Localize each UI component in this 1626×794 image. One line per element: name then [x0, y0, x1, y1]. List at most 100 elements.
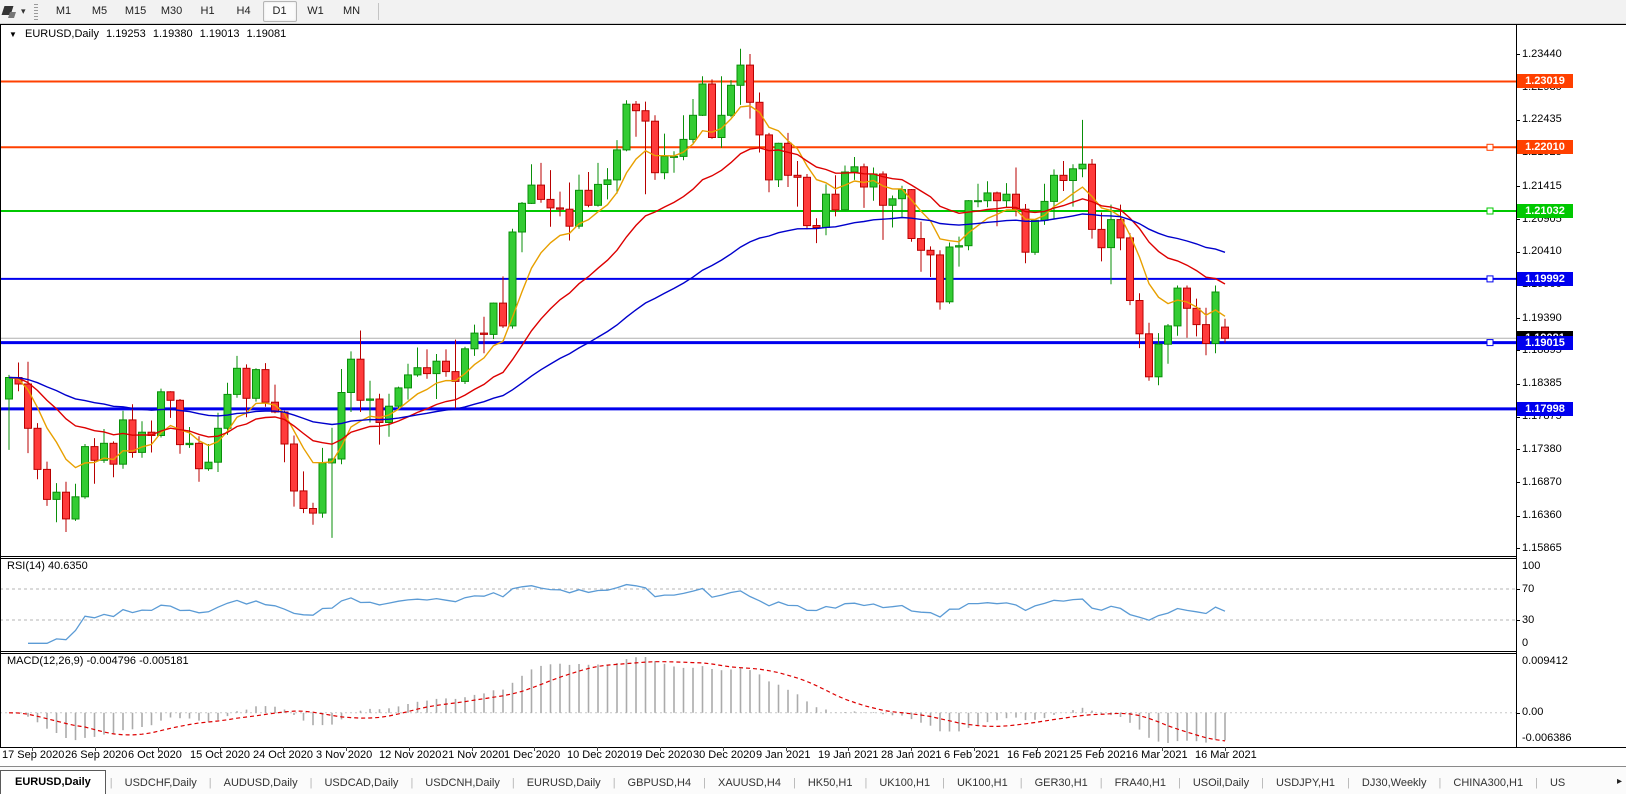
timeframe-button-d1[interactable]: D1 [262, 1, 297, 22]
price-tick-label: 1.22435 [1522, 113, 1562, 125]
level-drag-handle[interactable] [1486, 207, 1494, 215]
candle-body [793, 174, 802, 178]
price-tick [1516, 54, 1520, 55]
candle-body [5, 377, 13, 400]
chart-tab-xauusd-h4[interactable]: XAUUSD,H4 [717, 777, 781, 789]
candle-body [584, 189, 593, 206]
candle-body [1211, 291, 1220, 344]
candle-body [185, 442, 194, 446]
chart-tabs-bar: EURUSD,Daily | USDCHF,Daily | AUDUSD,Daily | U… [0, 766, 1626, 794]
date-label: 19 Jan 2021 [818, 749, 879, 761]
date-label: 3 Nov 2020 [316, 749, 373, 761]
candle-body [1173, 287, 1182, 327]
chart-tab-uk100-h1[interactable]: UK100,H1 [956, 777, 1008, 789]
chart-bottom-border [0, 747, 1626, 748]
candle-body [119, 419, 127, 465]
tab-separator: | [309, 777, 313, 789]
moving-average-55 [8, 213, 1226, 426]
candle-body [974, 200, 982, 203]
candle-body [860, 166, 868, 188]
timeframe-button-m30[interactable]: M30 [160, 5, 183, 17]
tab-separator: | [612, 777, 616, 789]
candle-body [157, 391, 165, 436]
timeframe-button-h1[interactable]: H1 [200, 5, 215, 17]
chart-top-border [0, 24, 1626, 25]
candle-body [195, 442, 203, 470]
chart-tab-fra40-h1[interactable]: FRA40,H1 [1114, 777, 1166, 789]
timeframe-button-m15[interactable]: M15 [124, 5, 147, 17]
chart-tab-hk50-h1[interactable]: HK50,H1 [807, 777, 853, 789]
timeframe-button-w1[interactable]: W1 [307, 5, 324, 17]
macd-axis-top: 0.009412 [1522, 655, 1568, 667]
chart-tab-gbpusd-h4[interactable]: GBPUSD,H4 [627, 777, 692, 789]
candle-body [1002, 193, 1011, 202]
candle-body [1164, 325, 1172, 345]
price-tick-label: 1.23440 [1522, 48, 1562, 60]
chart-tab-audusd-daily[interactable]: AUDUSD,Daily [223, 777, 298, 789]
candle-body [214, 427, 222, 463]
high-value: 1.19380 [152, 28, 193, 40]
timeframe-button-m1[interactable]: M1 [55, 5, 72, 17]
candle-body [90, 446, 99, 461]
rsi-label: RSI(14) 40.6350 [7, 560, 88, 572]
date-tick [1162, 747, 1163, 751]
macd-indicator-pane[interactable] [0, 653, 1516, 747]
tab-scroll-right-icon[interactable]: ▸ [1616, 776, 1622, 787]
timeframe-button-h4[interactable]: H4 [236, 5, 251, 17]
date-label: 1 Dec 2020 [504, 749, 561, 761]
chart-tab-usdjpy-h1[interactable]: USDJPY,H1 [1275, 777, 1336, 789]
rsi-pane-top-border [0, 558, 1516, 559]
chart-tab-usdcad-daily[interactable]: USDCAD,Daily [324, 777, 399, 789]
date-tick [597, 747, 598, 751]
candle-body [926, 249, 935, 256]
date-label: 6 Feb 2021 [944, 749, 1000, 761]
candle-body [1107, 219, 1115, 249]
level-drag-handle[interactable] [1486, 143, 1494, 151]
date-tick [1100, 747, 1101, 751]
candle-body [299, 490, 308, 509]
rsi-indicator-pane[interactable] [0, 558, 1516, 651]
chart-tab-usdcnh-daily[interactable]: USDCNH,Daily [425, 777, 500, 789]
date-tick [974, 747, 975, 751]
candle-body [480, 332, 488, 335]
chart-dropdown-icon[interactable]: ▼ [9, 30, 17, 39]
candle-body [879, 173, 887, 206]
chart-tab-ger30-h1[interactable]: GER30,H1 [1034, 777, 1088, 789]
candle-body [62, 491, 70, 520]
dropdown-caret-icon[interactable]: ▾ [21, 6, 26, 16]
chart-tab-usoil-daily[interactable]: USOil,Daily [1192, 777, 1250, 789]
date-label: 24 Oct 2020 [253, 749, 313, 761]
candle-body [1126, 237, 1134, 301]
timeframe-buttons: M1 M5 M15 M30 H1 H4 D1 W1 MN [46, 0, 370, 23]
timeframe-button-mn[interactable]: MN [342, 5, 361, 17]
candle-body [660, 155, 669, 174]
chart-tab-china300-h1[interactable]: CHINA300,H1 [1453, 777, 1524, 789]
price-chart-pane[interactable] [0, 24, 1516, 556]
level-drag-handle[interactable] [1486, 339, 1494, 347]
price-tick [1516, 219, 1520, 220]
price-tick [1516, 384, 1520, 385]
candlestick-series[interactable] [5, 48, 1229, 538]
candle-body [271, 401, 279, 413]
draw-tool-icon[interactable] [1, 4, 17, 20]
price-tick [1516, 252, 1520, 253]
level-drag-handle[interactable] [1486, 275, 1494, 283]
chart-tab-eurusd-daily[interactable]: EURUSD,Daily [0, 770, 106, 794]
date-tick [1225, 747, 1226, 751]
toolbar-grip[interactable] [33, 3, 38, 20]
candle-body [242, 367, 251, 399]
candle-body [831, 193, 840, 211]
date-tick [848, 747, 849, 751]
date-tick [472, 747, 473, 751]
chart-tab-usdchf-daily[interactable]: USDCHF,Daily [124, 777, 197, 789]
timeframe-button-m5[interactable]: M5 [91, 5, 108, 17]
price-tick [1516, 482, 1520, 483]
chart-tab-us[interactable]: US [1549, 777, 1566, 789]
chart-tab-eurusd-daily[interactable]: EURUSD,Daily [526, 777, 601, 789]
candle-body [1069, 168, 1077, 182]
candle-body [470, 332, 479, 350]
chart-tab-uk100-h1[interactable]: UK100,H1 [879, 777, 931, 789]
chart-tab-dj30-weekly[interactable]: DJ30,Weekly [1361, 777, 1427, 789]
close-value: 1.19081 [246, 28, 287, 40]
